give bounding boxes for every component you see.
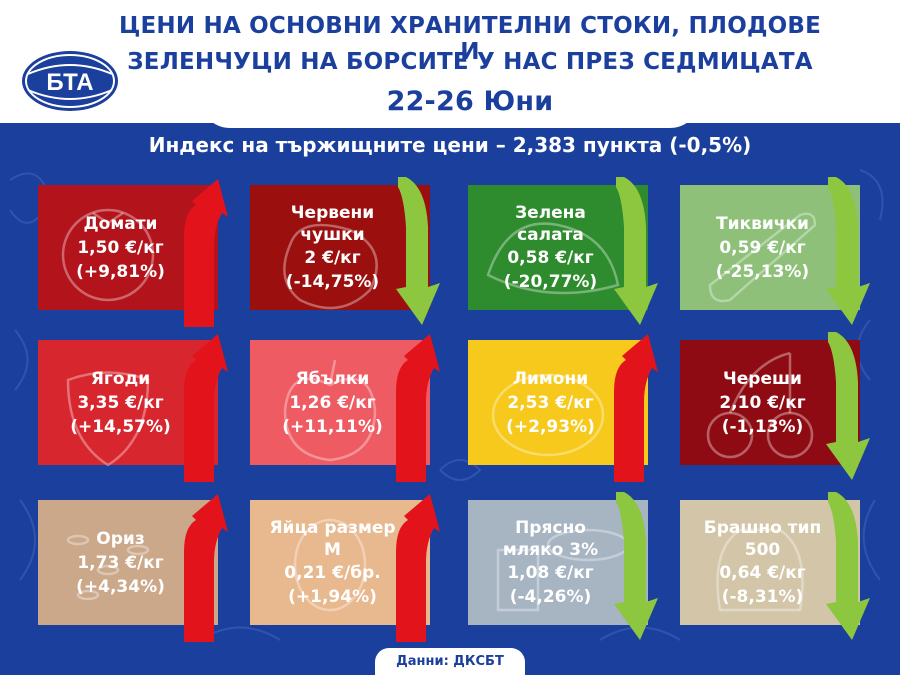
up-arrow-icon	[390, 332, 442, 482]
price-change: (-25,13%)	[716, 260, 809, 284]
date-range: 22-26 Юни	[110, 86, 830, 117]
down-arrow-icon	[392, 177, 444, 327]
price-tile: Череши2,10 €/кг(-1,13%)	[680, 340, 860, 465]
price-tile: Тиквички0,59 €/кг(-25,13%)	[680, 185, 860, 310]
title-line-2: ЗЕЛЕНЧУЦИ НА БОРСИТЕ У НАС ПРЕЗ СЕДМИЦАТ…	[110, 49, 830, 75]
up-arrow-icon	[178, 332, 230, 482]
down-arrow-icon	[822, 492, 874, 642]
price-tile: Ягоди3,35 €/кг(+14,57%)	[38, 340, 218, 465]
up-arrow-icon	[178, 177, 230, 327]
logo-text: БТА	[46, 69, 93, 96]
price-change: (+9,81%)	[76, 260, 165, 284]
data-source: Данни: ДКСБТ	[375, 648, 525, 675]
price-tile: Домати1,50 €/кг(+9,81%)	[38, 185, 218, 310]
product-name: Червени чушки	[268, 202, 398, 246]
price-change: (-8,31%)	[722, 585, 804, 609]
product-name: Тиквички	[716, 212, 809, 236]
product-price: 0,21 €/бр.	[284, 561, 380, 585]
up-arrow-icon	[608, 332, 660, 482]
tile-text: Череши2,10 €/кг(-1,13%)	[680, 340, 845, 465]
product-price: 1,73 €/кг	[77, 551, 163, 575]
tile-text: Тиквички0,59 €/кг(-25,13%)	[680, 185, 845, 310]
price-tile: Яйца размер М0,21 €/бр.(+1,94%)	[250, 500, 430, 625]
price-change: (-1,13%)	[722, 415, 804, 439]
product-name: Домати	[84, 212, 158, 236]
down-arrow-icon	[610, 492, 662, 642]
up-arrow-icon	[178, 492, 230, 642]
product-price: 0,59 €/кг	[719, 236, 805, 260]
product-name: Лимони	[513, 367, 588, 391]
price-tile: Зелена салата0,58 €/кг(-20,77%)	[468, 185, 648, 310]
product-price: 1,26 €/кг	[289, 391, 375, 415]
bta-logo: БТА	[20, 50, 120, 112]
tile-text: Зелена салата0,58 €/кг(-20,77%)	[468, 185, 633, 310]
product-name: Яйца размер М	[268, 517, 398, 561]
tile-text: Брашно тип 5000,64 €/кг(-8,31%)	[680, 500, 845, 625]
product-price: 3,35 €/кг	[77, 391, 163, 415]
product-name: Ягоди	[91, 367, 150, 391]
price-change: (-14,75%)	[286, 270, 379, 294]
market-index: Индекс на тържищните цени – 2,383 пункта…	[0, 133, 900, 157]
product-price: 1,08 €/кг	[507, 561, 593, 585]
product-price: 2,53 €/кг	[507, 391, 593, 415]
product-name: Прясно мляко 3%	[486, 517, 616, 561]
product-name: Ориз	[96, 527, 144, 551]
down-arrow-icon	[822, 177, 874, 327]
price-tile: Ябълки1,26 €/кг(+11,11%)	[250, 340, 430, 465]
price-change: (+4,34%)	[76, 575, 165, 599]
up-arrow-icon	[390, 492, 442, 642]
product-price: 0,58 €/кг	[507, 246, 593, 270]
product-name: Брашно тип 500	[698, 517, 828, 561]
price-tile: Лимони2,53 €/кг(+2,93%)	[468, 340, 648, 465]
price-change: (+11,11%)	[282, 415, 383, 439]
product-name: Ябълки	[296, 367, 370, 391]
price-tile: Ориз1,73 €/кг(+4,34%)	[38, 500, 218, 625]
down-arrow-icon	[610, 177, 662, 327]
price-change: (+2,93%)	[506, 415, 595, 439]
tile-text: Прясно мляко 3%1,08 €/кг(-4,26%)	[468, 500, 633, 625]
price-tile: Брашно тип 5000,64 €/кг(-8,31%)	[680, 500, 860, 625]
product-price: 1,50 €/кг	[77, 236, 163, 260]
price-tile: Прясно мляко 3%1,08 €/кг(-4,26%)	[468, 500, 648, 625]
product-name: Череши	[723, 367, 802, 391]
price-tile: Червени чушки2 €/кг(-14,75%)	[250, 185, 430, 310]
product-price: 2,10 €/кг	[719, 391, 805, 415]
price-change: (+1,94%)	[288, 585, 377, 609]
price-change: (-4,26%)	[510, 585, 592, 609]
tile-text: Червени чушки2 €/кг(-14,75%)	[250, 185, 415, 310]
down-arrow-icon	[822, 332, 874, 482]
price-change: (+14,57%)	[70, 415, 171, 439]
price-change: (-20,77%)	[504, 270, 597, 294]
product-price: 0,64 €/кг	[719, 561, 805, 585]
product-price: 2 €/кг	[304, 246, 360, 270]
product-name: Зелена салата	[486, 202, 616, 246]
